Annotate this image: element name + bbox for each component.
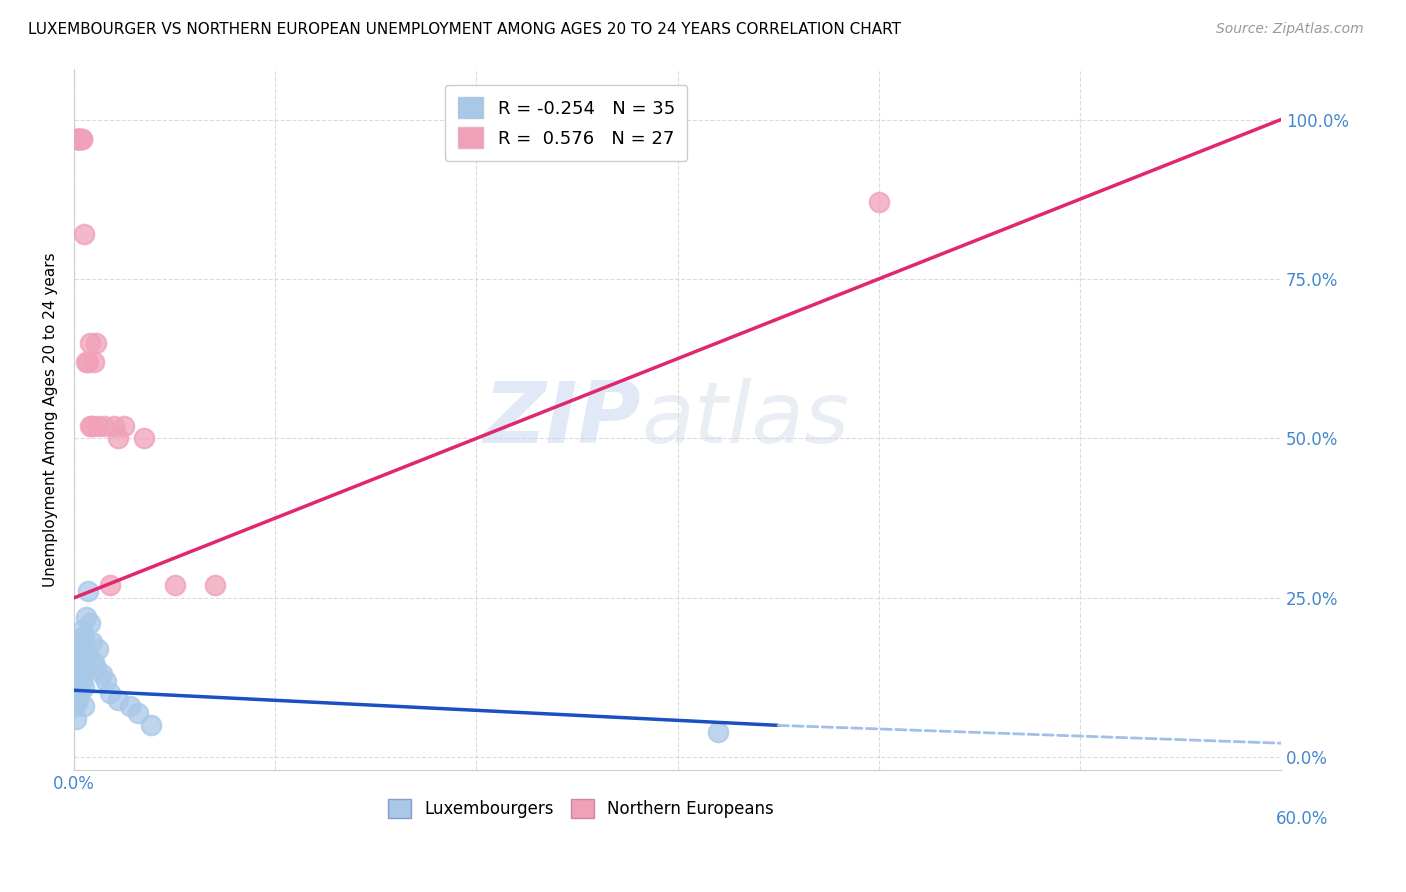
Point — [96, 673, 118, 688]
Point — [98, 686, 121, 700]
Point — [67, 648, 90, 663]
Point — [77, 355, 100, 369]
Point — [73, 227, 96, 242]
Point — [70, 641, 93, 656]
Y-axis label: Unemployment Among Ages 20 to 24 years: Unemployment Among Ages 20 to 24 years — [44, 252, 58, 587]
Point — [67, 131, 90, 145]
Point — [93, 418, 115, 433]
Point — [98, 578, 121, 592]
Point — [84, 661, 107, 675]
Point — [83, 655, 105, 669]
Point — [139, 718, 162, 732]
Point — [75, 610, 97, 624]
Point — [69, 635, 91, 649]
Point — [91, 667, 114, 681]
Point — [127, 706, 149, 720]
Point — [77, 648, 100, 663]
Point — [67, 680, 90, 694]
Text: LUXEMBOURGER VS NORTHERN EUROPEAN UNEMPLOYMENT AMONG AGES 20 TO 24 YEARS CORRELA: LUXEMBOURGER VS NORTHERN EUROPEAN UNEMPL… — [28, 22, 901, 37]
Point — [69, 655, 91, 669]
Point — [75, 355, 97, 369]
Point — [67, 131, 90, 145]
Point — [69, 131, 91, 145]
Point — [706, 724, 728, 739]
Point — [65, 673, 87, 688]
Point — [70, 131, 93, 145]
Point — [69, 686, 91, 700]
Point — [67, 693, 90, 707]
Point — [107, 431, 129, 445]
Point — [70, 623, 93, 637]
Point — [65, 131, 87, 145]
Point — [77, 584, 100, 599]
Text: 60.0%: 60.0% — [1277, 810, 1329, 828]
Point — [83, 355, 105, 369]
Point — [67, 661, 90, 675]
Point — [87, 641, 110, 656]
Point — [120, 699, 142, 714]
Point — [73, 680, 96, 694]
Point — [79, 335, 101, 350]
Point — [67, 131, 90, 145]
Point — [87, 418, 110, 433]
Point — [65, 686, 87, 700]
Point — [69, 131, 91, 145]
Point — [107, 693, 129, 707]
Point — [204, 578, 226, 592]
Point — [103, 418, 125, 433]
Text: Source: ZipAtlas.com: Source: ZipAtlas.com — [1216, 22, 1364, 37]
Point — [112, 418, 135, 433]
Point — [163, 578, 186, 592]
Point — [70, 673, 93, 688]
Text: atlas: atlas — [641, 377, 849, 461]
Point — [63, 699, 86, 714]
Point — [67, 131, 90, 145]
Point — [70, 131, 93, 145]
Point — [134, 431, 156, 445]
Point — [82, 418, 104, 433]
Text: ZIP: ZIP — [484, 377, 641, 461]
Point — [69, 667, 91, 681]
Point — [73, 629, 96, 643]
Point — [75, 661, 97, 675]
Point — [79, 418, 101, 433]
Point — [73, 699, 96, 714]
Point — [79, 616, 101, 631]
Legend: Luxembourgers, Northern Europeans: Luxembourgers, Northern Europeans — [381, 792, 780, 825]
Point — [65, 712, 87, 726]
Point — [84, 335, 107, 350]
Point — [82, 635, 104, 649]
Point — [868, 195, 890, 210]
